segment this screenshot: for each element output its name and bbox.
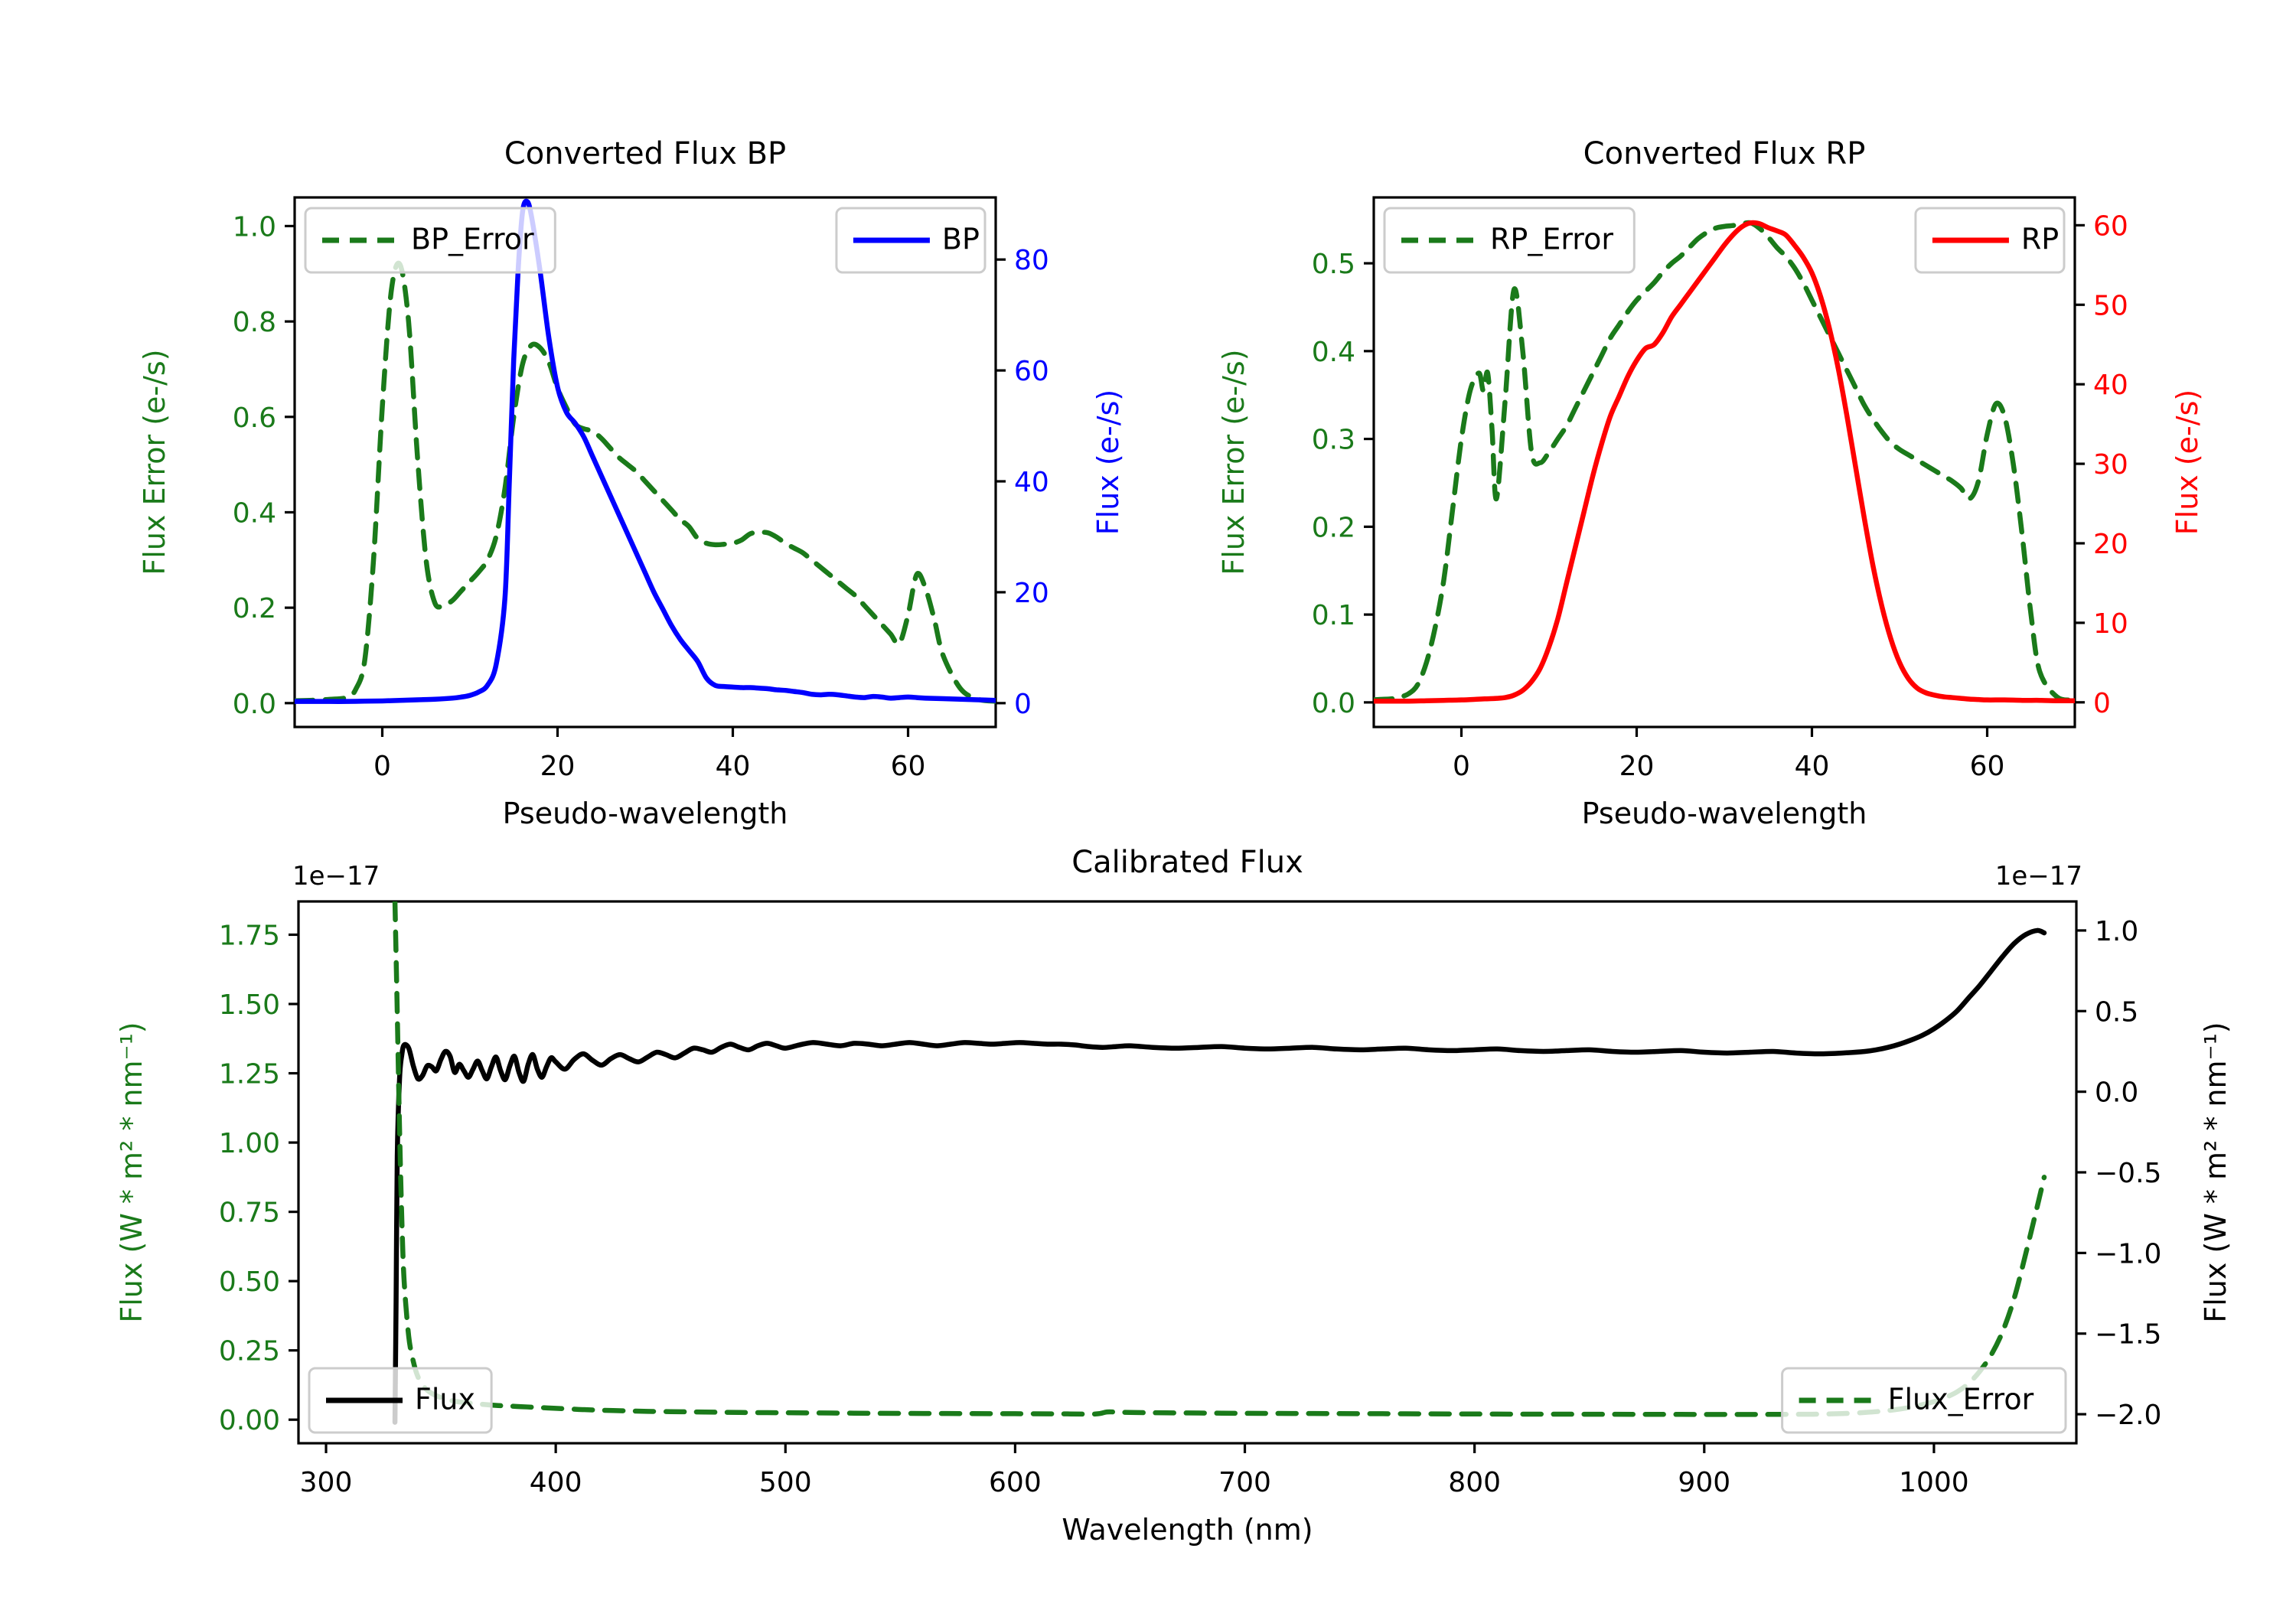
y-tick-label-right: 1.0	[2095, 916, 2138, 947]
y-tick-label-left: 1.75	[219, 920, 280, 951]
x-axis-label: Pseudo-wavelength	[1582, 797, 1867, 830]
y-tick-label-right: 60	[1014, 356, 1049, 387]
y-tick-label-left: 0.50	[219, 1266, 280, 1298]
x-tick-label: 500	[759, 1467, 812, 1498]
x-tick-label: 60	[1970, 751, 2005, 782]
y-tick-label-right: 20	[1014, 578, 1049, 609]
legend-flux[interactable]: Flux	[308, 1367, 493, 1434]
axes-frame	[297, 900, 2078, 1445]
x-axis-label: Wavelength (nm)	[1062, 1513, 1313, 1547]
series-line-flux_error	[392, 901, 2047, 1417]
y-tick-label-right: 10	[2093, 608, 2128, 640]
legend-rp_error[interactable]: RP_Error	[1383, 207, 1636, 274]
x-tick-label: 800	[1448, 1467, 1501, 1498]
y-tick-label-right: 20	[2093, 529, 2128, 560]
y-axis-label-right: Flux (W * m² * nm⁻¹)	[2199, 1022, 2232, 1322]
offset-text-left: 1e−17	[292, 861, 380, 892]
x-tick-label: 20	[540, 751, 576, 782]
y-tick-label-left: 1.00	[219, 1128, 280, 1159]
y-tick-label-left: 0.0	[233, 689, 276, 720]
y-tick-label-right: 30	[2093, 449, 2128, 481]
series-line-flux	[392, 927, 2047, 1425]
y-tick-label-right: −1.5	[2095, 1319, 2161, 1351]
y-tick-label-left: 1.0	[233, 211, 276, 243]
legend-bp[interactable]: BP	[835, 207, 987, 274]
y-tick-label-right: −0.5	[2095, 1158, 2161, 1189]
y-tick-label-right: 50	[2093, 290, 2128, 321]
x-tick-label: 1000	[1899, 1467, 1969, 1498]
x-tick-label: 700	[1218, 1467, 1271, 1498]
y-tick-label-left: 0.2	[1312, 512, 1355, 543]
y-tick-label-right: 0	[1014, 689, 1032, 720]
legend-rp[interactable]: RP	[1914, 207, 2066, 274]
y-tick-label-right: −1.0	[2095, 1238, 2161, 1270]
x-tick-label: 40	[1795, 751, 1830, 782]
axes-frame	[293, 196, 997, 729]
y-tick-label-left: 0.5	[1312, 249, 1355, 280]
x-tick-label: 300	[300, 1467, 353, 1498]
chart-title: Calibrated Flux	[1071, 845, 1303, 880]
y-axis-label-right: Flux (e-/s)	[1091, 390, 1125, 535]
legend-box	[1383, 207, 1636, 274]
y-tick-label-right: 40	[2093, 370, 2128, 401]
y-tick-label-left: 1.50	[219, 989, 280, 1021]
y-tick-label-left: 0.75	[219, 1198, 280, 1229]
legend-label: Flux_Error	[1888, 1383, 2034, 1416]
y-tick-label-right: 40	[1014, 467, 1049, 498]
legend-label: BP_Error	[411, 223, 534, 256]
legend-bp_error[interactable]: BP_Error	[304, 207, 556, 274]
y-tick-label-left: 0.4	[233, 497, 276, 529]
offset-text-right: 1e−17	[1995, 861, 2082, 892]
x-tick-label: 40	[716, 751, 751, 782]
x-tick-label: 60	[891, 751, 926, 782]
y-tick-label-left: 1.25	[219, 1059, 280, 1090]
y-tick-label-left: 0.4	[1312, 337, 1355, 368]
y-tick-label-right: 0	[2093, 688, 2111, 719]
series-line-bp	[295, 198, 996, 704]
x-tick-label: 600	[989, 1467, 1042, 1498]
x-axis-label: Pseudo-wavelength	[503, 797, 788, 830]
legend-label: RP_Error	[1490, 223, 1613, 256]
y-tick-label-right: −2.0	[2095, 1400, 2161, 1431]
y-axis-label-left: Flux Error (e-/s)	[1217, 349, 1251, 575]
x-tick-label: 400	[530, 1467, 582, 1498]
legend-label: Flux	[415, 1383, 475, 1416]
y-tick-label-left: 0.2	[233, 593, 276, 624]
legend-label: BP	[942, 223, 980, 256]
y-tick-label-right: 80	[1014, 245, 1049, 276]
chart-title: Converted Flux RP	[1583, 136, 1866, 171]
y-tick-label-left: 0.6	[233, 403, 276, 434]
y-tick-label-right: 0.5	[2095, 996, 2138, 1028]
y-tick-label-left: 0.1	[1312, 600, 1355, 631]
y-tick-label-right: 0.0	[2095, 1077, 2138, 1109]
series-line-bp_error	[295, 260, 996, 704]
y-tick-label-left: 0.3	[1312, 425, 1355, 456]
chart-title: Converted Flux BP	[504, 136, 786, 171]
x-tick-label: 20	[1619, 751, 1655, 782]
x-tick-label: 0	[1453, 751, 1470, 782]
series-line-rp_error	[1374, 220, 2075, 702]
legend-label: RP	[2021, 223, 2059, 256]
y-axis-label-left: Flux (W * m² * nm⁻¹)	[115, 1022, 148, 1322]
legend-box	[1781, 1367, 2067, 1434]
legend-flux_error[interactable]: Flux_Error	[1781, 1367, 2067, 1434]
y-axis-label-right: Flux (e-/s)	[2170, 390, 2204, 535]
x-tick-label: 900	[1678, 1467, 1730, 1498]
y-tick-label-left: 0.00	[219, 1405, 280, 1436]
axes-frame	[1372, 196, 2076, 729]
y-tick-label-right: 60	[2093, 210, 2128, 242]
y-tick-label-left: 0.0	[1312, 688, 1355, 719]
y-tick-label-left: 0.25	[219, 1336, 280, 1367]
y-axis-label-left: Flux Error (e-/s)	[138, 349, 171, 575]
y-tick-label-left: 0.8	[233, 307, 276, 338]
legend-box	[304, 207, 556, 274]
x-tick-label: 0	[373, 751, 391, 782]
series-line-rp	[1374, 220, 2075, 704]
